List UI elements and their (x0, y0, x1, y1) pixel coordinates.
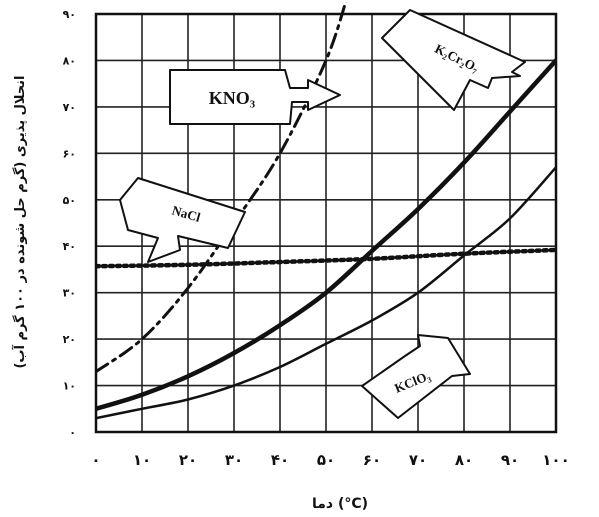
x-tick-label: ۵۰ (317, 451, 335, 469)
callout-kno3-box (169, 69, 341, 125)
x-tick-label: ۸۰ (455, 451, 473, 469)
y-tick-label: ۵۰ (63, 194, 76, 207)
callout-nacl: NaCl (119, 177, 246, 263)
callouts: KNO₃ K₂Cr₂O₇ NaCl KClO₃ (119, 9, 526, 419)
y-tick-label: ۶۰ (63, 147, 76, 160)
callout-k2cr2o7-box (381, 9, 526, 111)
y-tick-label: ۱۰ (63, 380, 76, 393)
x-tick-label: ۰ (91, 451, 100, 469)
y-tick-label: ۲۰ (63, 333, 76, 346)
callout-kclo3: KClO₃ (361, 334, 471, 419)
callout-kno3-label: KNO₃ (209, 88, 256, 108)
y-tick-label: ۴۰ (63, 240, 76, 253)
callout-k2cr2o7: K₂Cr₂O₇ (381, 9, 526, 111)
y-tick-label: ۸۰ (63, 54, 76, 67)
y-tick-label: ۳۰ (63, 287, 76, 300)
callout-kno3: KNO₃ (169, 69, 341, 125)
callout-kclo3-box (361, 334, 471, 419)
series-line-kclo (96, 166, 556, 420)
tick-labels: ۰ ۱۰ ۲۰ ۳۰ ۴۰ ۵۰ ۶۰ ۷۰ ۸۰ ۹۰ ۱۰۰ ۰ ۱۰ ۲۰ ۳۰ ۴۰ ۵۰ ۶۰ ۷۰ ۸۰ ۹… (63, 8, 570, 469)
plot-frame (94, 12, 558, 434)
x-tick-label: ۲۰ (179, 451, 197, 469)
callout-nacl-box (119, 177, 246, 263)
y-axis-label: انحلال پذیری (گرم حل شونده در ۱۰۰ گرم آب… (11, 75, 28, 368)
x-tick-label: ۱۰ (133, 451, 151, 469)
x-tick-label: ۴۰ (271, 451, 289, 469)
y-tick-label: ۹۰ (63, 8, 76, 21)
x-tick-label: ۹۰ (501, 451, 519, 469)
x-tick-label: ۶۰ (363, 451, 381, 469)
axes (94, 12, 558, 434)
x-tick-label: ۳۰ (225, 451, 243, 469)
x-axis-label: دما (°C) (312, 496, 368, 512)
y-tick-label: ۷۰ (63, 101, 76, 114)
y-tick-label: ۰ (69, 426, 76, 439)
x-tick-label: ۱۰۰ (542, 451, 569, 469)
series-line-nacl (96, 247, 556, 269)
series-line-kcro (96, 58, 556, 412)
x-tick-label: ۷۰ (409, 451, 427, 469)
